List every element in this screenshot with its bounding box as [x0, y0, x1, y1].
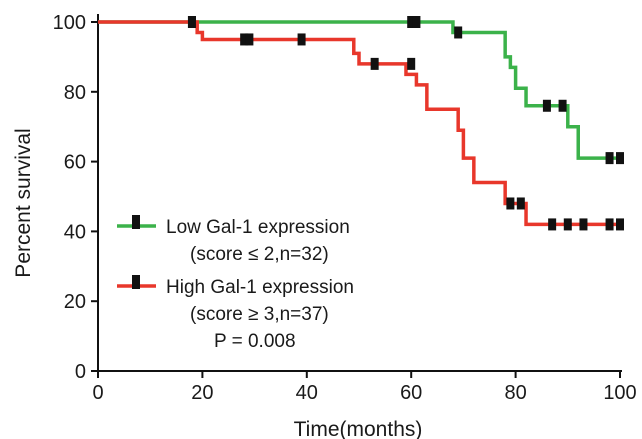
y-tick-label: 80 — [64, 82, 86, 104]
low-gal1-censor-mark — [605, 152, 614, 165]
high-gal1-censor-mark — [245, 33, 254, 46]
x-tick-label: 80 — [504, 382, 526, 404]
high-gal1-censor-mark — [187, 16, 196, 28]
high-gal1-censor-mark — [506, 197, 515, 210]
low-gal1-censor-mark — [454, 26, 463, 39]
y-tick-label: 100 — [53, 12, 86, 34]
high-gal1-censor-mark — [370, 57, 379, 70]
low-gal1-censor-mark — [407, 16, 416, 28]
legend-sublabel: (score ≤ 2,n=32) — [190, 244, 329, 265]
legend-label: Low Gal-1 expression — [166, 217, 350, 238]
axes — [97, 14, 622, 372]
high-gal1-censor-mark — [563, 218, 572, 231]
y-tick-label: 40 — [64, 221, 86, 243]
y-tick-label: 60 — [64, 152, 86, 174]
y-axis-label: Percent survival — [12, 128, 35, 277]
x-tick-label: 100 — [603, 382, 636, 404]
high-gal1-survival-line — [98, 20, 620, 227]
high-gal1-censor-mark — [297, 33, 306, 46]
high-gal1-censor-mark — [605, 218, 614, 231]
ticks: 0 20 40 60 80 100 0 20 40 60 80 100 — [53, 12, 637, 404]
high-gal1-censor-mark — [407, 57, 416, 70]
x-tick-label: 60 — [400, 382, 422, 404]
low-gal1-censor-mark — [412, 16, 421, 28]
series-high-gal1 — [98, 16, 624, 231]
legend-censor-mark — [132, 215, 140, 229]
x-tick-label: 0 — [92, 382, 103, 404]
y-tick-label: 0 — [75, 361, 86, 383]
high-gal1-censor-mark — [579, 218, 588, 231]
high-gal1-censor-mark — [516, 197, 525, 210]
high-gal1-censor-mark — [616, 218, 624, 231]
low-gal1-censor-mark — [616, 152, 624, 165]
legend-sublabel: (score ≥ 3,n=37) — [190, 304, 329, 325]
legend-label: High Gal-1 expression — [166, 277, 354, 298]
p-value-annotation: P = 0.008 — [214, 331, 296, 352]
legend-censor-mark — [132, 275, 140, 289]
y-tick-label: 20 — [64, 291, 86, 313]
high-gal1-censor-mark — [548, 218, 557, 231]
legend-item-low-gal1: Low Gal-1 expression (score ≤ 2,n=32) — [117, 215, 350, 265]
legend-item-high-gal1: High Gal-1 expression (score ≥ 3,n=37) — [117, 275, 354, 325]
x-tick-label: 40 — [296, 382, 318, 404]
x-tick-label: 20 — [191, 382, 213, 404]
legend: Low Gal-1 expression (score ≤ 2,n=32) High… — [117, 215, 354, 325]
series-low-gal1 — [98, 16, 624, 165]
series-layer — [98, 16, 624, 231]
low-gal1-censor-mark — [542, 99, 551, 112]
high-gal1-censor-mark — [240, 33, 249, 46]
low-gal1-censor-mark — [558, 99, 567, 112]
x-axis-label: Time(months) — [294, 418, 423, 439]
low-gal1-survival-line — [98, 20, 620, 160]
